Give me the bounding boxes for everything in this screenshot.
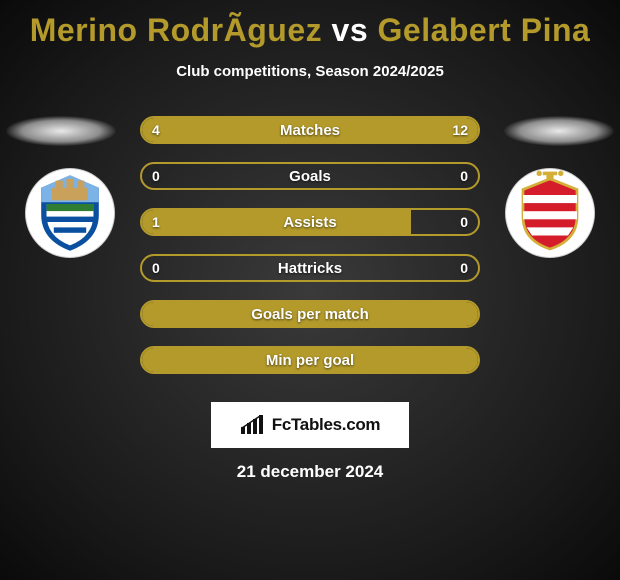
stat-label: Min per goal (142, 348, 478, 372)
stat-row-goals: 00Goals (140, 162, 480, 190)
comparison-title: Merino RodrÃ­guez vs Gelabert Pina (0, 0, 620, 49)
brand-chart-icon (240, 415, 266, 435)
stat-label: Matches (142, 118, 478, 142)
stat-row-hattricks: 00Hattricks (140, 254, 480, 282)
stat-label: Goals per match (142, 302, 478, 326)
player1-name: Merino RodrÃ­guez (30, 12, 322, 48)
stats-bars: 412Matches 00Goals 10Assists 00Hattricks Goa… (140, 116, 480, 392)
player1-club-crest (25, 168, 115, 258)
sporting-gijon-crest-icon (505, 168, 595, 258)
brand-badge: FcTables.com (211, 402, 409, 448)
stat-row-min-per-goal: Min per goal (140, 346, 480, 374)
stats-arena: 412Matches 00Goals 10Assists 00Hattricks Goa… (0, 108, 620, 398)
stat-row-assists: 10Assists (140, 208, 480, 236)
malaga-crest-icon (25, 168, 115, 258)
player1-shadow (6, 116, 116, 146)
stat-label: Assists (142, 210, 478, 234)
stat-row-matches: 412Matches (140, 116, 480, 144)
vs-text: vs (332, 12, 369, 48)
player2-club-crest (505, 168, 595, 258)
footer-date: 21 december 2024 (0, 462, 620, 482)
stat-label: Hattricks (142, 256, 478, 280)
brand-text: FcTables.com (272, 415, 381, 435)
subtitle: Club competitions, Season 2024/2025 (0, 63, 620, 80)
stat-label: Goals (142, 164, 478, 188)
stat-row-goals-per-match: Goals per match (140, 300, 480, 328)
player2-name: Gelabert Pina (378, 12, 591, 48)
player2-shadow (504, 116, 614, 146)
